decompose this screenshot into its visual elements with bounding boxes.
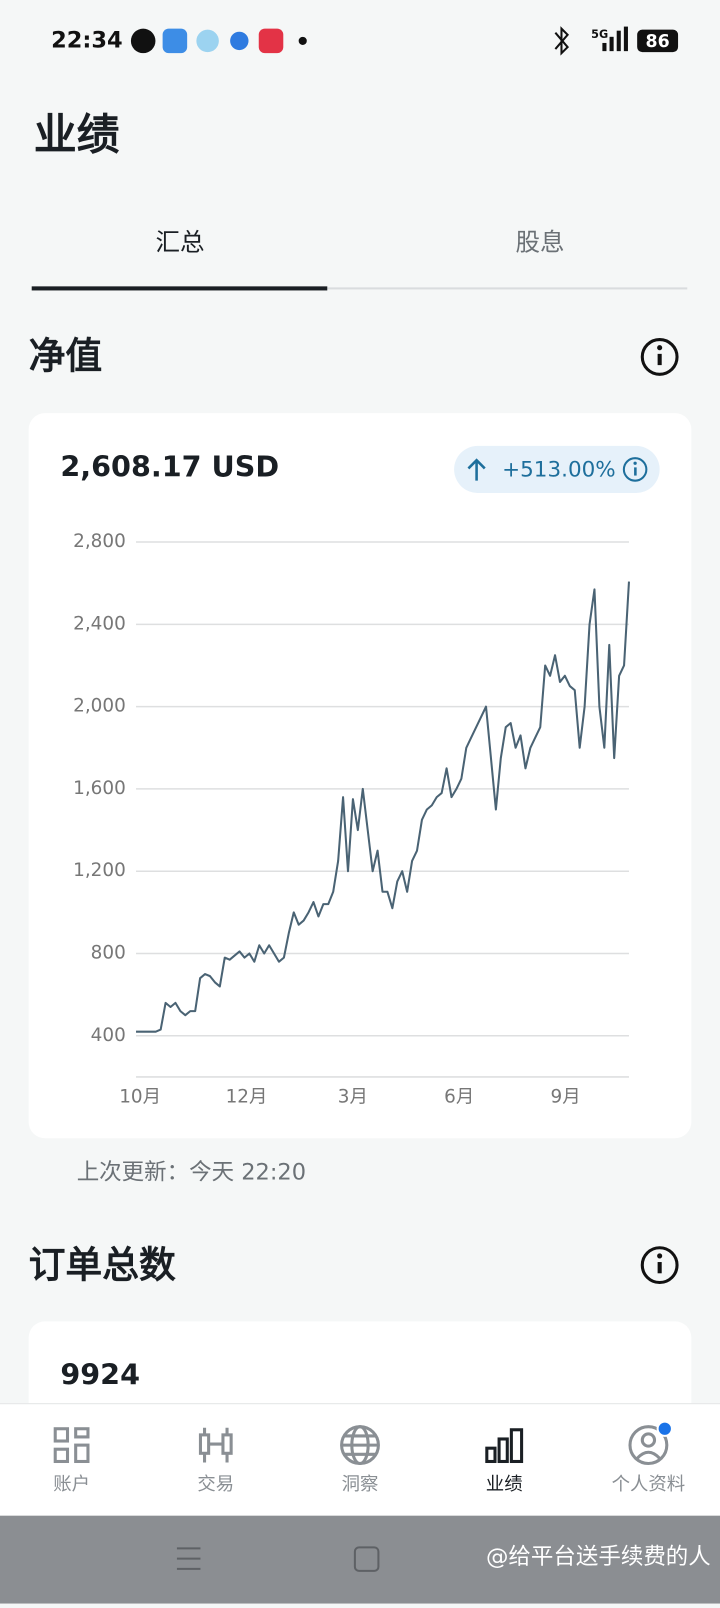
signal-icon [602,26,628,52]
tab-track [327,287,688,290]
nav-label[interactable]: 洞察 [342,1474,379,1495]
nav-icon-profile[interactable] [628,1425,669,1466]
y-tick-label: 2,800 [73,531,126,552]
nav-border [0,1403,720,1405]
info-button[interactable] [622,457,648,482]
nav-icon-insights[interactable] [340,1425,380,1466]
system-bar [0,1515,720,1604]
nav-icon-performance[interactable] [485,1428,524,1464]
tab-indicator [31,286,328,291]
x-tick-label: 12月 [226,1086,268,1107]
watermark: @给平台送手续费的人 [486,1544,711,1570]
y-tick-label: 1,600 [73,778,126,799]
x-tick-label: 3月 [338,1086,368,1107]
home-button[interactable] [353,1546,380,1572]
status-network: 5G [591,28,608,41]
battery-icon [637,29,679,53]
status-time: 22:34 [51,27,123,53]
y-tick-label: 400 [91,1025,126,1046]
nav-label[interactable]: 业绩 [486,1474,523,1495]
page-title: 业绩 [34,111,120,161]
change-percent: +513.00% [502,457,616,482]
x-tick-label: 10月 [119,1086,161,1107]
change-badge [454,445,660,493]
info-button[interactable] [640,1246,679,1285]
section-title: 订单总数 [29,1244,176,1287]
nav-icon-trade[interactable] [198,1427,233,1463]
chart-card [28,413,692,1139]
info-button[interactable] [640,338,679,376]
menu-button[interactable] [176,1547,201,1570]
nav-label[interactable]: 个人资料 [612,1474,686,1495]
up-arrow [467,458,486,481]
section-title: 净值 [29,334,103,377]
x-tick-label: 6月 [444,1086,474,1107]
y-tick-label: 800 [91,942,126,963]
status-app-icons [130,28,307,54]
tab[interactable]: 汇总 [155,227,204,256]
nav-icon-account[interactable] [53,1427,90,1464]
y-tick-label: 2,000 [73,696,126,717]
nav-label[interactable]: 账户 [53,1474,90,1495]
battery-level: 86 [646,32,670,52]
tab[interactable]: 股息 [515,227,564,256]
net-value-amount: 2,608.17 USD [60,449,279,483]
last-updated: 上次更新：今天 22:20 [77,1160,306,1186]
bluetooth-icon [554,26,570,56]
net-value-line [136,581,630,1033]
y-tick-label: 2,400 [73,613,126,634]
orders-count: 9924 [60,1358,140,1392]
notification-dot [656,1420,673,1437]
y-tick-label: 1,200 [73,860,126,881]
line-chart: 400 800 1,200 1,600 2,000 2,400 2,800 10月 12月 3月 6… [73,531,630,1107]
nav-label[interactable]: 交易 [197,1474,234,1495]
x-tick-label: 9月 [551,1086,581,1107]
bottom-nav [0,1403,720,1516]
